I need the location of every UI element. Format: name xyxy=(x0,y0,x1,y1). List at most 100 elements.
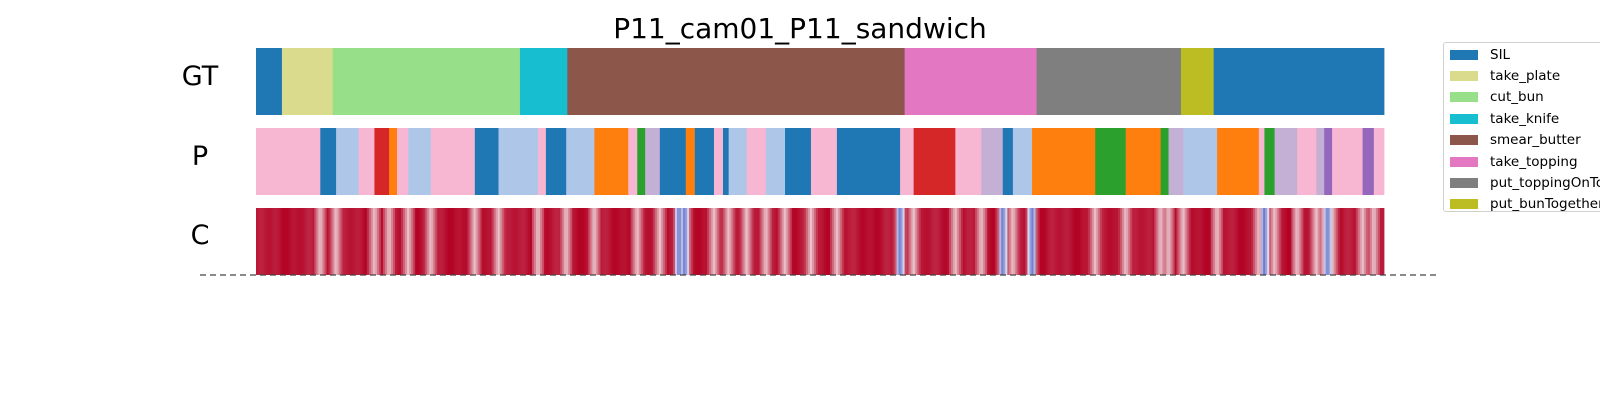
confidence-slice xyxy=(1093,208,1097,275)
confidence-slice xyxy=(1375,208,1379,275)
confidence-slice xyxy=(713,208,716,275)
confidence-slice xyxy=(1333,208,1337,275)
confidence-slice xyxy=(904,208,908,275)
prediction-segment xyxy=(408,128,432,195)
confidence-slice xyxy=(1245,208,1248,275)
confidence-slice xyxy=(1287,208,1290,275)
confidence-slice xyxy=(392,208,396,275)
confidence-slice xyxy=(397,208,400,275)
confidence-slice xyxy=(1249,208,1252,275)
confidence-slice xyxy=(560,208,563,275)
confidence-slice xyxy=(1230,208,1234,275)
confidence-slice xyxy=(685,208,688,275)
confidence-slice xyxy=(433,208,436,275)
prediction-segment xyxy=(1095,128,1127,195)
confidence-slice xyxy=(403,208,406,275)
legend-item-cut_bun: cut_bun xyxy=(1444,87,1600,108)
prediction-segment xyxy=(1125,128,1162,195)
confidence-slice xyxy=(298,208,301,275)
prediction-segment xyxy=(430,128,476,195)
confidence-slice xyxy=(1361,208,1365,275)
confidence-slice xyxy=(370,208,374,275)
confidence-slice xyxy=(382,208,386,275)
confidence-slice xyxy=(405,208,408,275)
confidence-slice xyxy=(1238,208,1242,275)
confidence-slice xyxy=(922,208,926,275)
confidence-slice xyxy=(316,208,319,275)
confidence-slice xyxy=(1226,208,1230,275)
confidence-slice xyxy=(815,208,819,275)
confidence-slice xyxy=(447,208,450,275)
confidence-slice xyxy=(612,208,615,275)
confidence-slice xyxy=(354,208,358,275)
confidence-slice xyxy=(300,208,303,275)
confidence-slice xyxy=(1190,208,1194,275)
confidence-slice xyxy=(495,208,499,275)
confidence-slice xyxy=(1218,208,1222,275)
confidence-slice xyxy=(670,208,674,275)
confidence-slice xyxy=(981,208,984,275)
confidence-slice xyxy=(1303,208,1306,275)
confidence-slice xyxy=(564,208,567,275)
prediction-segment xyxy=(1332,128,1363,195)
confidence-slice xyxy=(942,208,946,275)
confidence-slice xyxy=(429,208,432,275)
prediction-segment xyxy=(1012,128,1033,195)
confidence-slice xyxy=(999,208,1002,275)
confidence-slice xyxy=(898,208,901,275)
confidence-slice xyxy=(266,208,269,275)
confidence-slice xyxy=(527,208,531,275)
confidence-slice xyxy=(1005,208,1008,275)
confidence-slice xyxy=(401,208,404,275)
confidence-slice xyxy=(1261,208,1264,275)
confidence-slice xyxy=(801,208,805,275)
confidence-slice xyxy=(902,208,905,275)
confidence-slice xyxy=(368,208,372,275)
confidence-slice xyxy=(632,208,636,275)
confidence-slice xyxy=(1049,208,1053,275)
confidence-slice xyxy=(866,208,869,275)
confidence-slice xyxy=(443,208,446,275)
confidence-slice xyxy=(1015,208,1018,275)
confidence-slice xyxy=(1341,208,1345,275)
confidence-slice xyxy=(552,208,555,275)
confidence-slice xyxy=(437,208,440,275)
confidence-slice xyxy=(306,208,309,275)
confidence-slice xyxy=(1243,208,1246,275)
confidence-slice xyxy=(556,208,559,275)
confidence-slice xyxy=(763,208,767,275)
confidence-slice xyxy=(1047,208,1051,275)
legend-label: put_toppingOnTop xyxy=(1490,175,1600,192)
confidence-slice xyxy=(689,208,692,275)
confidence-slice xyxy=(715,208,718,275)
confidence-slice xyxy=(1003,208,1006,275)
confidence-slice xyxy=(969,208,972,275)
legend-item-take_topping: take_topping xyxy=(1444,151,1600,172)
confidence-slice xyxy=(284,208,287,275)
confidence-slice xyxy=(967,208,970,275)
confidence-slice xyxy=(705,208,708,275)
confidence-slice xyxy=(604,208,607,275)
confidence-slice xyxy=(1033,208,1036,275)
confidence-slice xyxy=(1273,208,1276,275)
confidence-slice xyxy=(701,208,704,275)
confidence-slice xyxy=(679,208,682,275)
confidence-slice xyxy=(874,208,877,275)
confidence-slice xyxy=(930,208,934,275)
confidence-slice xyxy=(638,208,642,275)
confidence-slice xyxy=(568,208,571,275)
confidence-slice xyxy=(548,208,551,275)
confidence-slice xyxy=(1154,208,1157,275)
confidence-slice xyxy=(1017,208,1020,275)
confidence-slice xyxy=(894,208,897,275)
confidence-slice xyxy=(755,208,758,275)
confidence-slice xyxy=(977,208,980,275)
confidence-slice xyxy=(340,208,344,275)
confidence-slice xyxy=(451,208,454,275)
confidence-slice xyxy=(378,208,382,275)
confidence-slice xyxy=(542,208,545,275)
confidence-slice xyxy=(1001,208,1004,275)
prediction-segment xyxy=(900,128,915,195)
confidence-slice xyxy=(1039,208,1042,275)
confidence-slice xyxy=(886,208,889,275)
